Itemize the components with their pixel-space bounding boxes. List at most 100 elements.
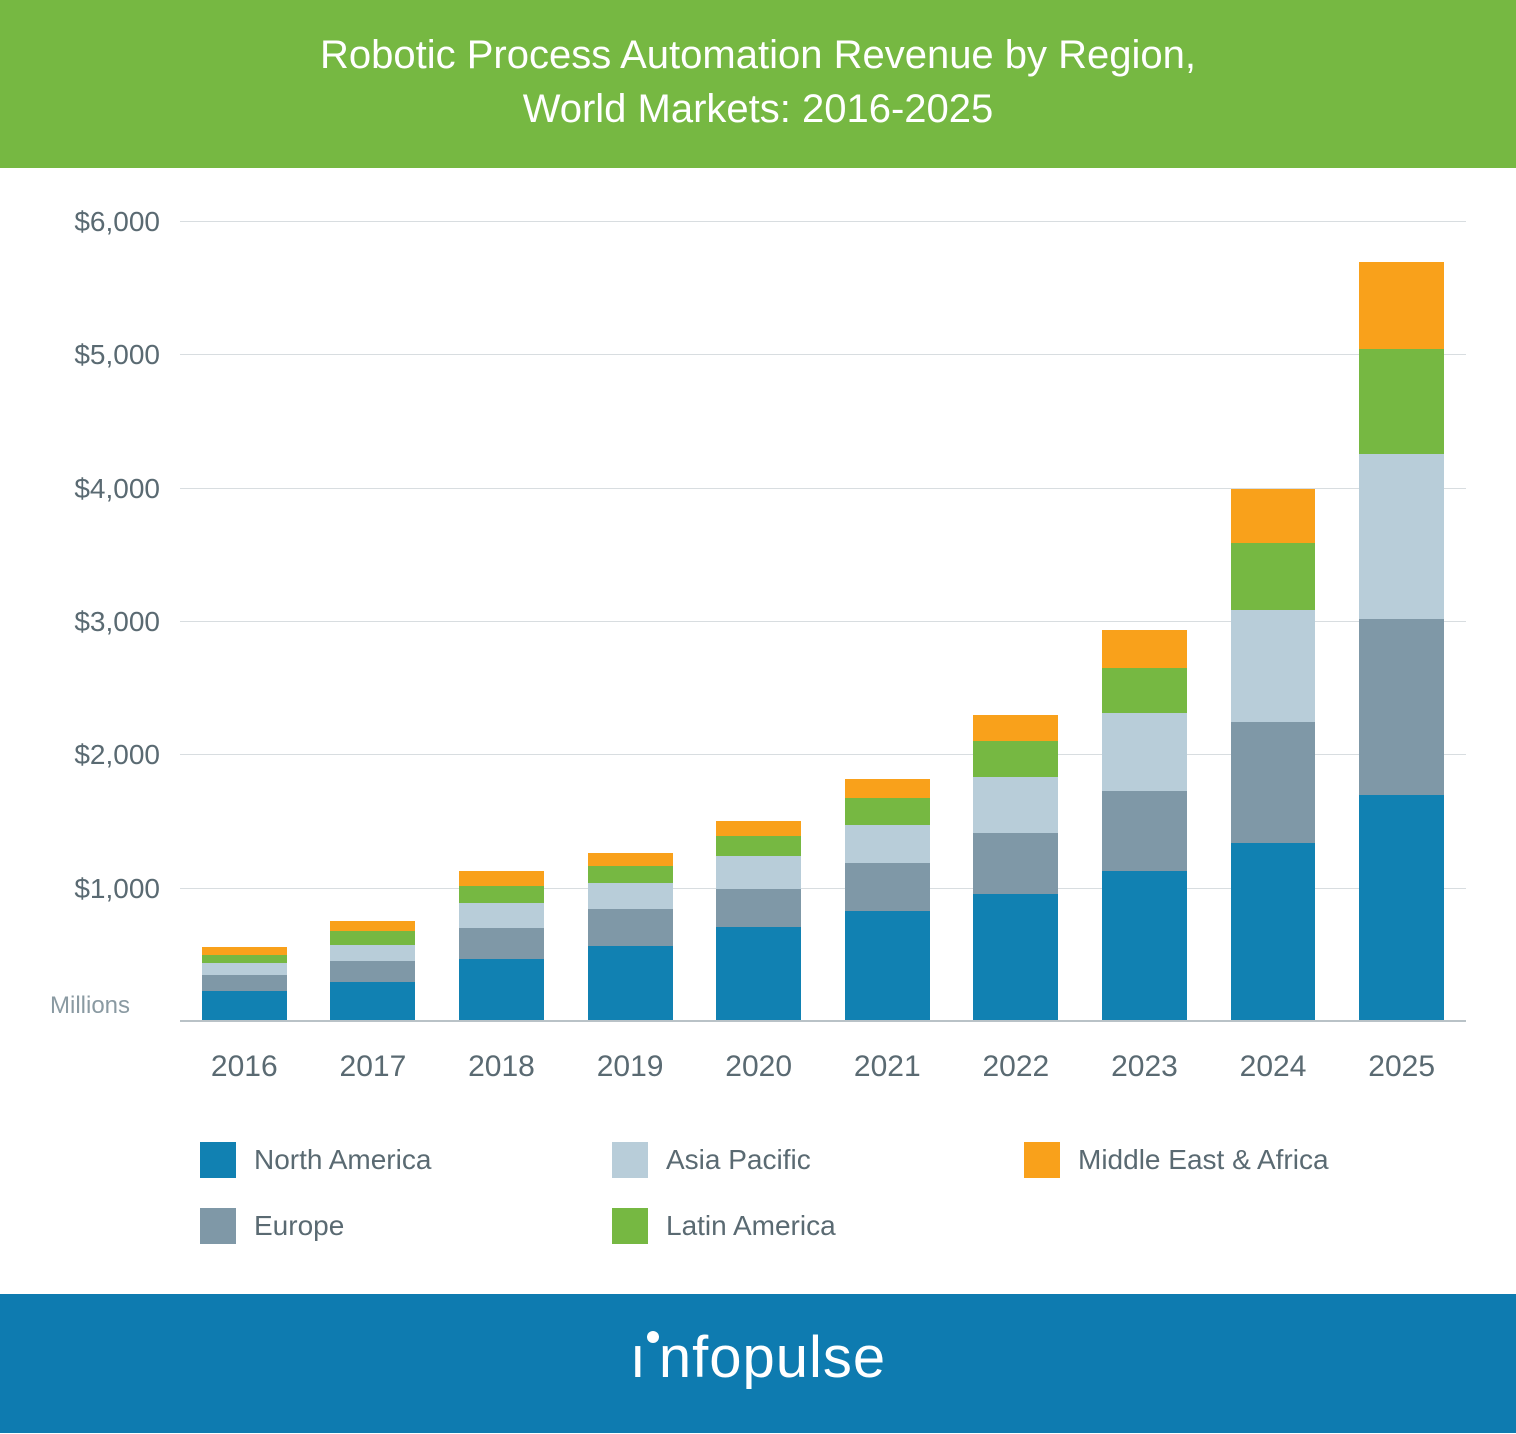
bar-segment xyxy=(973,833,1058,894)
bar-segment xyxy=(1102,668,1187,713)
bar-stack xyxy=(716,222,801,1022)
bar-segment xyxy=(1359,619,1444,795)
y-tick-label: $5,000 xyxy=(74,339,170,371)
y-tick-label: $3,000 xyxy=(74,606,170,638)
bar-segment xyxy=(973,715,1058,742)
bar-segment xyxy=(202,955,287,964)
bar-segment xyxy=(459,886,544,903)
x-tick-label: 2024 xyxy=(1209,1032,1338,1102)
bar-segment xyxy=(1231,543,1316,610)
bar-slot xyxy=(1337,222,1466,1022)
y-tick-label: $1,000 xyxy=(74,873,170,905)
bar-stack xyxy=(1359,222,1444,1022)
bar-segment xyxy=(588,883,673,908)
bar-segment xyxy=(202,975,287,991)
bar-segment xyxy=(588,946,673,1022)
bar-stack xyxy=(330,222,415,1022)
x-tick-label: 2019 xyxy=(566,1032,695,1102)
bar-segment xyxy=(845,779,930,798)
brand-dot-icon xyxy=(647,1331,659,1343)
legend-swatch-icon xyxy=(612,1142,648,1178)
bar-segment xyxy=(202,947,287,954)
bar-segment xyxy=(845,798,930,825)
bar-segment xyxy=(330,982,415,1022)
legend-label: Asia Pacific xyxy=(666,1144,811,1176)
x-tick-label: 2023 xyxy=(1080,1032,1209,1102)
bar-slot xyxy=(437,222,566,1022)
bar-segment xyxy=(1359,795,1444,1022)
bar-segment xyxy=(588,866,673,883)
bar-segment xyxy=(845,911,930,1022)
legend-label: Middle East & Africa xyxy=(1078,1144,1329,1176)
bar-slot xyxy=(823,222,952,1022)
bar-segment xyxy=(1102,713,1187,790)
bar-segment xyxy=(973,741,1058,777)
legend-label: North America xyxy=(254,1144,431,1176)
bar-segment xyxy=(459,871,544,886)
bar-segment xyxy=(1231,722,1316,843)
bar-segment xyxy=(330,931,415,945)
bar-slot xyxy=(952,222,1081,1022)
legend-item: Middle East & Africa xyxy=(1024,1142,1396,1178)
bar-segment xyxy=(1359,349,1444,454)
bar-segment xyxy=(716,889,801,927)
y-axis-unit: Millions xyxy=(50,992,130,1020)
bar-slot xyxy=(1209,222,1338,1022)
bar-segment xyxy=(459,903,544,928)
legend-item: Asia Pacific xyxy=(612,1142,984,1178)
legend-item: Europe xyxy=(200,1208,572,1244)
footer-brand-bar: ınfopulse xyxy=(0,1294,1516,1433)
bar-segment xyxy=(716,856,801,889)
bar-segment xyxy=(588,853,673,866)
chart-container: Robotic Process Automation Revenue by Re… xyxy=(0,0,1516,1433)
bar-slot xyxy=(180,222,309,1022)
bar-segment xyxy=(716,821,801,836)
bar-segment xyxy=(459,928,544,959)
bar-segment xyxy=(588,909,673,946)
bar-stack xyxy=(202,222,287,1022)
x-tick-label: 2025 xyxy=(1337,1032,1466,1102)
legend-swatch-icon xyxy=(200,1208,236,1244)
legend-swatch-icon xyxy=(612,1208,648,1244)
bar-segment xyxy=(973,777,1058,833)
bar-segment xyxy=(1102,791,1187,872)
x-tick-label: 2016 xyxy=(180,1032,309,1102)
y-tick-label: $6,000 xyxy=(74,206,170,238)
bar-segment xyxy=(330,961,415,982)
bar-slot xyxy=(694,222,823,1022)
bar-stack xyxy=(973,222,1058,1022)
bar-stack xyxy=(588,222,673,1022)
bar-slot xyxy=(1080,222,1209,1022)
bar-segment xyxy=(1359,262,1444,349)
legend-swatch-icon xyxy=(1024,1142,1060,1178)
bar-segment xyxy=(1231,489,1316,544)
bar-segment xyxy=(716,927,801,1022)
x-tick-label: 2021 xyxy=(823,1032,952,1102)
x-axis-labels: 2016201720182019202020212022202320242025 xyxy=(180,1032,1466,1102)
bar-segment xyxy=(330,945,415,960)
bar-slot xyxy=(309,222,438,1022)
brand-logo: ınfopulse xyxy=(630,1324,886,1391)
x-tick-label: 2017 xyxy=(309,1032,438,1102)
bar-segment xyxy=(330,921,415,932)
brand-text-1: ı xyxy=(630,1324,647,1391)
x-tick-label: 2020 xyxy=(694,1032,823,1102)
bar-segment xyxy=(1359,454,1444,619)
bar-segment xyxy=(1231,843,1316,1022)
bar-segment xyxy=(845,863,930,911)
bar-stack xyxy=(845,222,930,1022)
bar-stack xyxy=(1102,222,1187,1022)
bar-stack xyxy=(459,222,544,1022)
legend-swatch-icon xyxy=(200,1142,236,1178)
legend-item: Latin America xyxy=(612,1208,984,1244)
bar-segment xyxy=(845,825,930,863)
legend-label: Europe xyxy=(254,1210,344,1242)
bar-slot xyxy=(566,222,695,1022)
y-tick-label: $2,000 xyxy=(74,739,170,771)
bar-segment xyxy=(973,894,1058,1022)
brand-text-2: nfopulse xyxy=(659,1324,886,1391)
chart-title: Robotic Process Automation Revenue by Re… xyxy=(0,0,1516,172)
legend-item: North America xyxy=(200,1142,572,1178)
bar-segment xyxy=(1102,630,1187,668)
y-axis: $1,000$2,000$3,000$4,000$5,000$6,000 xyxy=(50,222,170,1022)
